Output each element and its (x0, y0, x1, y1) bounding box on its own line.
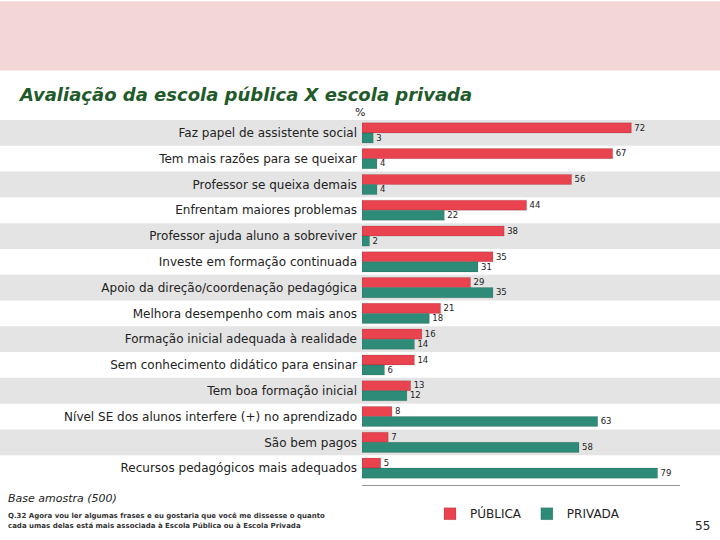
svg-text:35: 35 (496, 252, 507, 262)
svg-text:4: 4 (380, 158, 385, 168)
svg-text:5: 5 (384, 458, 389, 468)
svg-text:72: 72 (634, 123, 645, 133)
svg-text:Avaliação da escola pública X: Avaliação da escola pública X escola pri… (18, 84, 472, 105)
svg-text:PÚBLICA: PÚBLICA (470, 506, 522, 521)
svg-text:31: 31 (481, 262, 492, 272)
svg-text:44: 44 (530, 200, 541, 210)
svg-text:16: 16 (425, 329, 436, 339)
svg-text:Apoio da direção/coordenação p: Apoio da direção/coordenação pedagógica (101, 281, 357, 295)
svg-text:Investe em formação continuada: Investe em formação continuada (159, 255, 357, 269)
svg-text:Tem boa formação inicial: Tem boa formação inicial (206, 384, 357, 398)
svg-text:58: 58 (582, 442, 593, 452)
svg-text:63: 63 (601, 416, 612, 426)
svg-text:8: 8 (395, 406, 400, 416)
svg-text:%: % (355, 106, 365, 119)
svg-text:Tem mais razões para se queixa: Tem mais razões para se queixar (158, 152, 357, 166)
svg-text:56: 56 (575, 174, 586, 184)
svg-text:Professor se queixa demais: Professor se queixa demais (192, 178, 357, 192)
svg-text:Base amostra (500): Base amostra (500) (8, 492, 117, 505)
svg-text:PRIVADA: PRIVADA (567, 507, 620, 521)
svg-text:4: 4 (380, 184, 385, 194)
svg-text:Recursos pedagógicos mais adeq: Recursos pedagógicos mais adequados (121, 461, 357, 475)
svg-text:São bem pagos: São bem pagos (264, 436, 357, 450)
svg-text:Melhora desempenho com mais an: Melhora desempenho com mais anos (133, 307, 357, 321)
svg-text:38: 38 (507, 226, 518, 236)
svg-text:cada umas delas está mais asso: cada umas delas está mais associada à Es… (8, 522, 301, 530)
svg-text:3: 3 (376, 133, 381, 143)
svg-text:79: 79 (661, 468, 672, 478)
svg-text:Sem conhecimento didático para: Sem conhecimento didático para ensinar (110, 358, 357, 372)
svg-text:21: 21 (444, 303, 455, 313)
svg-text:12: 12 (410, 390, 421, 400)
svg-text:Enfrentam maiores problemas: Enfrentam maiores problemas (175, 203, 357, 217)
svg-text:55: 55 (695, 519, 710, 533)
svg-text:2: 2 (372, 236, 377, 246)
svg-text:35: 35 (496, 287, 507, 297)
svg-text:14: 14 (417, 355, 428, 365)
svg-text:Formação inicial adequada à re: Formação inicial adequada à realidade (125, 332, 357, 346)
svg-text:67: 67 (616, 148, 627, 158)
svg-text:7: 7 (391, 432, 396, 442)
svg-text:22: 22 (447, 210, 458, 220)
svg-text:13: 13 (414, 380, 425, 390)
svg-text:14: 14 (417, 339, 428, 349)
svg-text:Q.32 Agora vou ler algumas fra: Q.32 Agora vou ler algumas frases e eu g… (8, 512, 325, 520)
svg-text:Nível SE dos alunos interfere: Nível SE dos alunos interfere (+) no apr… (64, 410, 357, 424)
svg-text:18: 18 (432, 313, 443, 323)
svg-text:6: 6 (387, 365, 392, 375)
svg-text:Faz papel de assistente social: Faz papel de assistente social (179, 126, 357, 140)
svg-text:Professor ajuda aluno a sobrev: Professor ajuda aluno a sobreviver (149, 229, 357, 243)
svg-text:29: 29 (473, 277, 484, 287)
